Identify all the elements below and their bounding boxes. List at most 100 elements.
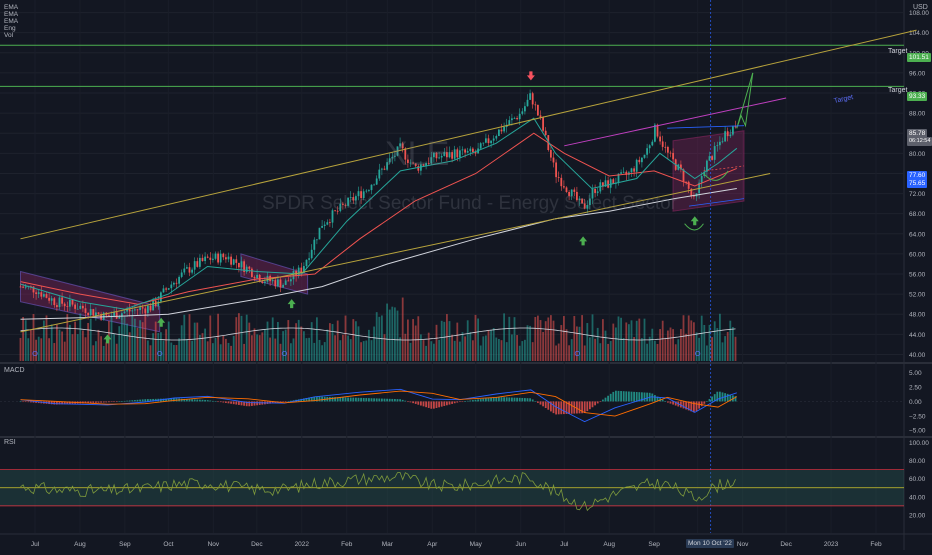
macd-histogram-bar xyxy=(453,401,456,404)
volume-bar xyxy=(516,335,518,361)
macd-histogram-bar xyxy=(360,397,362,402)
macd-histogram-bar xyxy=(448,401,451,405)
rsi-tick-label: 100.00 xyxy=(909,440,929,447)
volume-bar xyxy=(287,320,290,361)
macd-histogram-bar xyxy=(30,401,32,403)
volume-bar xyxy=(66,314,69,361)
macd-histogram-bar xyxy=(243,401,245,406)
candle-body xyxy=(321,226,323,228)
rsi-pane-label: RSI xyxy=(4,439,16,446)
macd-histogram-bar xyxy=(173,398,175,402)
volume-bar xyxy=(222,335,225,361)
candle-body xyxy=(40,292,43,297)
candle-body xyxy=(193,261,196,270)
candle-body xyxy=(222,253,225,258)
volume-bar xyxy=(654,340,656,361)
volume-bar xyxy=(719,313,721,361)
volume-bar xyxy=(50,324,53,361)
volume-bar xyxy=(440,320,443,361)
candle-body xyxy=(71,299,74,305)
candle-body xyxy=(664,146,667,148)
price-tick-label: 72.00 xyxy=(909,191,926,198)
time-tick-label: 2023 xyxy=(824,541,839,548)
macd-histogram-bar xyxy=(152,398,154,402)
volume-bar xyxy=(646,343,648,361)
macd-histogram-bar xyxy=(162,398,165,402)
candle-body xyxy=(256,274,258,279)
volume-bar xyxy=(607,343,609,361)
candle-body xyxy=(63,303,66,307)
candle-body xyxy=(219,253,222,263)
legend-eng[interactable]: Eng xyxy=(4,25,16,32)
candle-body xyxy=(199,257,201,267)
candle-body xyxy=(227,256,230,260)
volume-bar xyxy=(92,345,95,361)
legend-ema-2[interactable]: EMA xyxy=(4,11,19,18)
macd-histogram-bar xyxy=(521,397,524,402)
macd-histogram-bar xyxy=(108,401,110,403)
price-tick-label: 40.00 xyxy=(909,352,926,359)
candle-body xyxy=(261,281,264,284)
candle-body xyxy=(388,158,391,163)
candle-body xyxy=(617,173,620,183)
volume-bar xyxy=(201,333,204,361)
legend-ema-3[interactable]: EMA xyxy=(4,18,19,25)
volume-bar xyxy=(204,328,206,361)
candle-body xyxy=(479,143,482,149)
macd-histogram-bar xyxy=(102,401,105,403)
macd-histogram-bar xyxy=(191,399,193,402)
rsi-tick-label: 60.00 xyxy=(909,476,926,483)
macd-histogram-bar xyxy=(386,398,388,402)
volume-bar xyxy=(261,332,264,361)
volume-bar xyxy=(180,325,183,361)
macd-histogram-bar xyxy=(518,397,521,402)
candle-body xyxy=(206,256,209,258)
volume-bar xyxy=(100,336,102,361)
macd-histogram-bar xyxy=(279,401,282,403)
candle-body xyxy=(173,282,175,285)
volume-bar xyxy=(687,315,690,361)
cup-curve xyxy=(684,223,704,231)
volume-bar xyxy=(511,334,513,361)
volume-bar xyxy=(524,339,526,361)
macd-histogram-bar xyxy=(235,401,238,405)
candle-body xyxy=(232,259,235,265)
volume-bar xyxy=(534,316,537,361)
volume-bar xyxy=(552,320,555,361)
candle-body xyxy=(342,203,344,205)
candle-body xyxy=(22,286,24,288)
macd-histogram-bar xyxy=(310,397,313,402)
candle-body xyxy=(149,305,152,311)
volume-bar xyxy=(157,332,160,361)
macd-histogram-bar xyxy=(537,401,539,403)
volume-bar xyxy=(375,312,378,361)
candle-body xyxy=(646,148,648,155)
macd-histogram-bar xyxy=(227,401,230,404)
volume-bar xyxy=(456,322,459,361)
time-tick-label: Oct xyxy=(163,541,173,548)
macd-histogram-bar xyxy=(391,398,394,402)
candle-body xyxy=(524,106,526,112)
volume-bar xyxy=(297,319,300,361)
candle-body xyxy=(201,257,204,262)
macd-histogram-bar xyxy=(355,397,357,402)
candle-body xyxy=(661,141,664,147)
candle-body xyxy=(175,282,178,284)
volume-bar xyxy=(225,338,227,361)
time-tick-label: Dec xyxy=(780,541,792,548)
volume-bar xyxy=(474,314,477,361)
volume-bar xyxy=(609,341,612,361)
macd-histogram-bar xyxy=(334,397,336,402)
macd-histogram-bar xyxy=(633,391,635,402)
legend-ema-1[interactable]: EMA xyxy=(4,4,19,11)
time-tick-label: Aug xyxy=(603,541,615,548)
candle-body xyxy=(74,304,76,309)
candle-body xyxy=(534,104,537,106)
macd-histogram-bar xyxy=(313,396,316,402)
legend-vol[interactable]: Vol xyxy=(4,32,14,39)
macd-histogram-bar xyxy=(284,401,287,403)
candle-body xyxy=(446,152,448,158)
volume-bar xyxy=(24,320,27,361)
